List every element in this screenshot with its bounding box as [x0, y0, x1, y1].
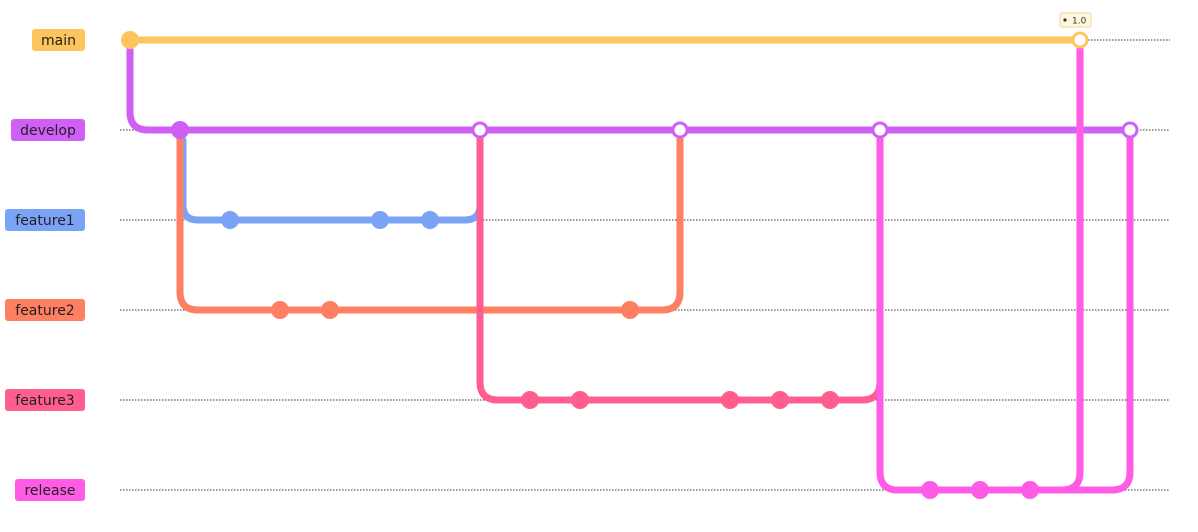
branch-label-develop-bg: [11, 119, 85, 141]
edge-feature2: [176, 131, 684, 314]
branch-label-main-text: main: [41, 33, 76, 49]
commit-release-2[interactable]: [971, 481, 989, 499]
merge-commit-develop-2[interactable]: [671, 121, 689, 139]
branch-label-feature1-text: feature1: [15, 213, 74, 229]
branch-edges: [126, 36, 1134, 494]
tag-text: 1.0: [1072, 17, 1087, 27]
commits: [121, 31, 1139, 499]
commit-feature1-2[interactable]: [371, 211, 389, 229]
edge-main-to-develop: [126, 41, 184, 134]
tag-background: [1059, 12, 1092, 28]
commit-main-1[interactable]: [121, 31, 139, 49]
branch-label-feature2[interactable]: feature2: [5, 299, 85, 321]
commit-feature3-3[interactable]: [721, 391, 739, 409]
commit-feature2-1[interactable]: [271, 301, 289, 319]
commit-feature3-2[interactable]: [571, 391, 589, 409]
commit-feature2-3[interactable]: [621, 301, 639, 319]
edge-release-to-develop: [1046, 131, 1134, 494]
commit-release-3[interactable]: [1021, 481, 1039, 499]
merge-commit-main-1[interactable]: [1071, 31, 1089, 49]
merge-commit-develop-3[interactable]: [871, 121, 889, 139]
edge-release: [876, 41, 1084, 494]
commit-feature1-1[interactable]: [221, 211, 239, 229]
branch-label-develop[interactable]: develop: [11, 119, 85, 141]
commit-feature3-4[interactable]: [771, 391, 789, 409]
branch-label-feature3-bg: [5, 389, 85, 411]
branch-label-feature1-bg: [5, 209, 85, 231]
branch-label-feature2-text: feature2: [15, 303, 74, 319]
branch-label-main[interactable]: main: [32, 29, 85, 51]
commit-release-1[interactable]: [921, 481, 939, 499]
branch-label-feature3-text: feature3: [15, 393, 74, 409]
branch-label-feature3[interactable]: feature3: [5, 389, 85, 411]
lane-lines: [120, 39, 1170, 491]
commit-feature3-5[interactable]: [821, 391, 839, 409]
branch-label-main-bg: [32, 29, 85, 51]
merge-commit-develop-1[interactable]: [471, 121, 489, 139]
merge-commit-develop-4[interactable]: [1121, 121, 1139, 139]
commit-feature1-3[interactable]: [421, 211, 439, 229]
commit-develop-1[interactable]: [171, 121, 189, 139]
tag-hole-icon: [1063, 18, 1067, 22]
branch-label-feature2-bg: [5, 299, 85, 321]
branch-label-feature1[interactable]: feature1: [5, 209, 85, 231]
tag-label: 1.0: [1059, 12, 1092, 28]
branch-labels: main develop feature1 feature2 feature3 …: [5, 29, 85, 501]
commit-feature3-1[interactable]: [521, 391, 539, 409]
commit-feature2-2[interactable]: [321, 301, 339, 319]
branch-label-release-bg: [15, 479, 85, 501]
edge-feature1: [179, 131, 484, 224]
branch-label-develop-text: develop: [20, 123, 76, 139]
branch-label-release[interactable]: release: [15, 479, 85, 501]
branch-label-release-text: release: [24, 483, 75, 499]
